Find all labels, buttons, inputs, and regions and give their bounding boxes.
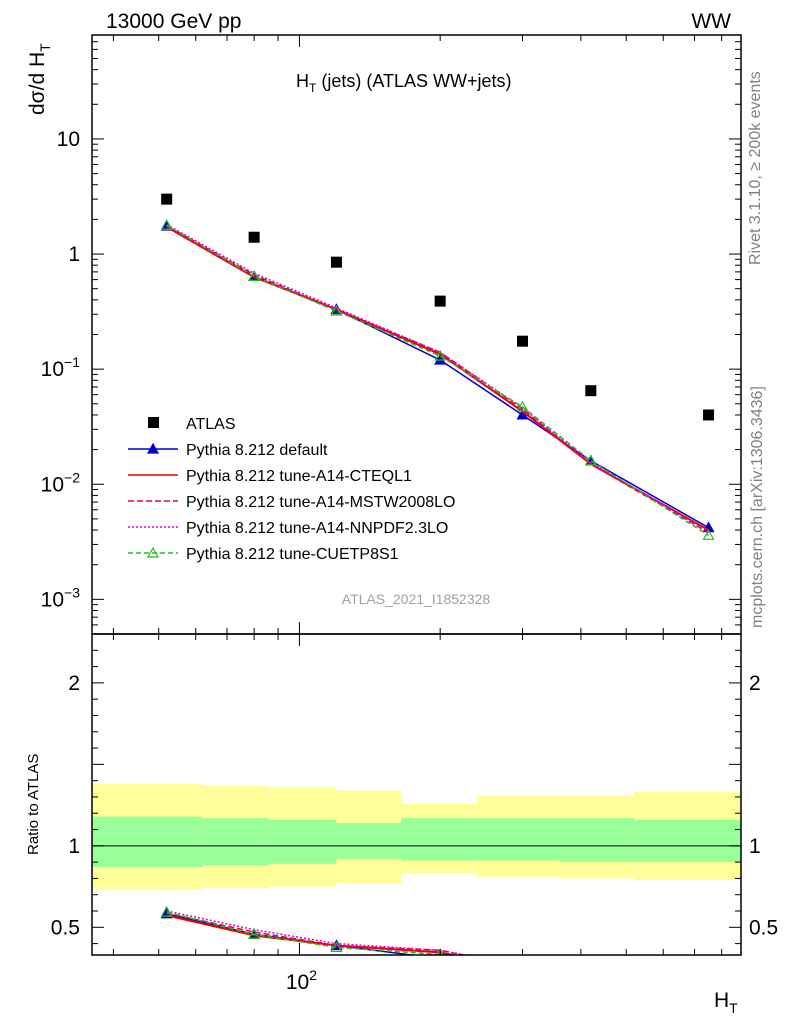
legend-label-series-5: Pythia 8.212 tune-CUETP8S1 [186,546,399,563]
series-5-ratio-marker [704,989,714,998]
legend-label-series-1: Pythia 8.212 default [186,442,328,459]
rivet-version-label: Rivet 3.1.10, ≥ 200k events [747,71,764,265]
y-tick-label: 1 [68,243,80,266]
atlas-data-point [703,409,715,421]
series-5-ratio-marker [517,960,527,969]
y-tick-label: 10−1 [41,354,81,381]
series-4-main-line [166,224,709,532]
ratio-band-green-bin [268,819,337,864]
ratio-band-green-bin [634,819,741,863]
ratio-band-green-bin [336,823,402,859]
series-5-main-marker [584,454,597,466]
plot-title-sub: T [309,81,317,95]
ratio-y-tick-label-left: 0.5 [51,916,80,939]
ratio-uncertainty-bands [92,783,741,890]
atlas-data-point [516,335,528,347]
ratio-y-tick-label-left: 2 [68,672,80,695]
main-plot-frame [91,34,742,635]
analysis-label: ATLAS_2021_I1852328 [342,591,491,607]
header-process-label: WW [691,10,731,33]
series-5-ratio-marker [436,948,444,955]
ratio-band-green-bin [92,816,203,868]
plot-title-main: H [296,71,309,91]
atlas-data-point [161,193,173,205]
series-1-ratio-marker [517,967,527,976]
ratio-band-green-bin [401,818,478,861]
x-axis-label-main: H [714,989,729,1012]
y-axis-label: dσ/d HT [26,43,53,115]
x-axis-label: HT [714,989,738,1016]
series-1-ratio-marker [704,987,714,996]
ratio-series-group [160,905,714,998]
series-5-ratio-marker [586,964,596,973]
legend: ATLAS Pythia 8.212 default Pythia 8.212 tu… [128,416,455,563]
ratio-y-tick-label-right: 0.5 [749,916,778,939]
x-axis-label-sub: T [729,1000,738,1016]
series-5-ratio-line [166,911,451,955]
series-5-main-marker [160,218,173,230]
y-axis-label-main: dσ/d H [26,52,49,115]
atlas-data-points [161,193,715,421]
plot-title-rest: (jets) (ATLAS WW+jets) [316,71,511,91]
series-5-main-marker [516,400,529,412]
series-5-main-marker [330,304,343,316]
series-3-main-line [166,225,709,534]
axis-tick-labels: 10 1 10−1 10−2 10−3 2 2 1 1 0.5 0.5 102 [41,128,779,994]
y-tick-label: 10−2 [41,469,81,496]
legend-atlas-label: ATLAS [186,416,236,433]
ratio-band-green-bin [477,818,560,861]
legend-marker-series-5 [146,546,160,558]
legend-label-series-2: Pythia 8.212 tune-A14-CTEQL1 [186,468,412,485]
y-tick-label: 10−3 [41,584,81,611]
mcplots-label: mcplots.cern.ch [arXiv:1306.3436] [749,386,766,628]
atlas-data-point [248,231,260,243]
ratio-y-tick-label-right: 2 [749,672,761,695]
atlas-data-point [330,256,342,268]
plot-title: HT (jets) (ATLAS WW+jets) [296,71,512,95]
legend-label-series-4: Pythia 8.212 tune-A14-NNPDF2.3LO [186,520,448,537]
y-tick-label: 10 [57,128,80,151]
series-5-main-marker [248,270,261,281]
ratio-y-axis-label: Ratio to ATLAS [25,754,42,855]
atlas-data-point [585,385,597,397]
header-energy-label: 13000 GeV pp [106,10,241,33]
legend-marker-series-1 [146,442,160,454]
legend-label-series-3: Pythia 8.212 tune-A14-MSTW2008LO [186,494,455,511]
y-axis-label-sub: T [37,43,53,52]
x-tick-label: 102 [286,967,317,994]
legend-atlas-marker [148,417,159,428]
series-5-ratio-marker [248,928,261,939]
atlas-data-point [434,295,446,307]
main-series-group [160,218,715,540]
series-1-ratio-marker [586,964,596,973]
series-5-main-marker [702,529,715,540]
series-5-main-marker [434,349,447,361]
ratio-plot-frame [91,633,742,956]
series-5-ratio-marker [330,941,343,953]
ratio-y-tick-label-right: 1 [749,835,761,858]
series-5-ratio-marker [160,905,173,917]
ratio-band-green-bin [202,818,269,866]
ratio-y-tick-label-left: 1 [68,835,80,858]
ratio-band-green-bin [559,818,635,863]
